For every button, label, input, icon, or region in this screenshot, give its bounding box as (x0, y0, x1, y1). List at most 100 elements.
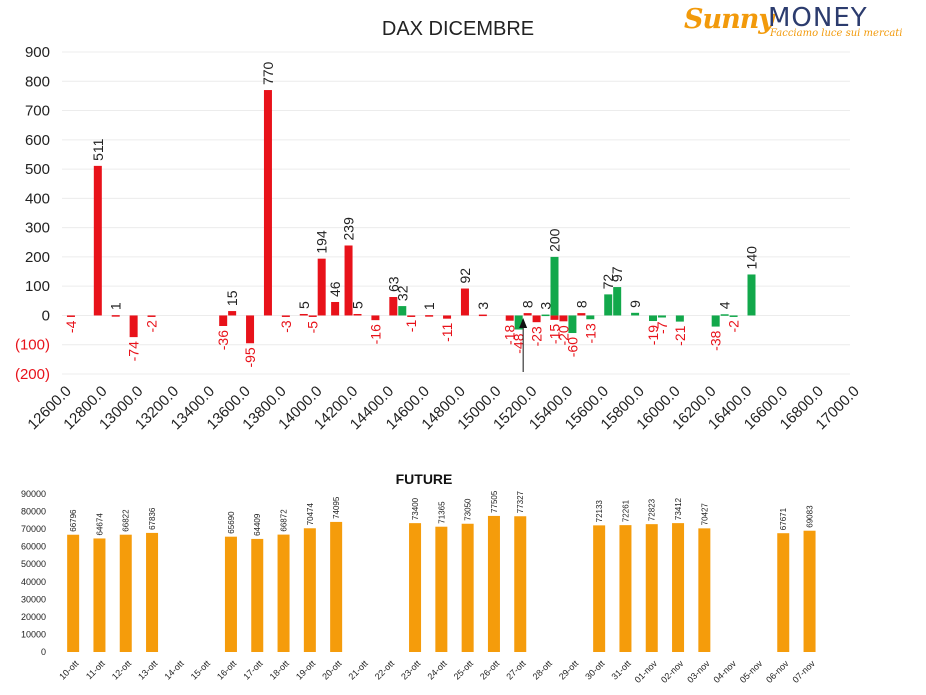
data-label: 770 (260, 61, 276, 85)
y-gridlines (62, 51, 850, 375)
bar (698, 528, 711, 652)
bar (803, 530, 816, 652)
x-tick-label: 29-ott (557, 658, 581, 682)
data-label: 4 (717, 301, 733, 309)
bar (330, 521, 343, 652)
bar (559, 315, 568, 322)
y-tick-label: 400 (25, 190, 50, 207)
bar (478, 314, 487, 317)
x-tick-label: 11-ott (84, 658, 107, 681)
x-tick-label: 26-ott (478, 658, 502, 682)
data-label: 72261 (621, 499, 630, 522)
y-tick-label: 70000 (21, 524, 46, 534)
data-label: -20 (555, 325, 571, 345)
y-tick-label: 50000 (21, 559, 46, 569)
data-label: 72133 (595, 500, 604, 523)
x-tick-label: 25-ott (452, 658, 476, 682)
y-tick-label: 10000 (21, 629, 46, 639)
data-label: 32 (394, 285, 410, 301)
y-tick-label: 500 (25, 161, 50, 178)
x-tick-label: 10-ott (57, 658, 81, 682)
chart-title: FUTURE (396, 471, 453, 487)
data-label: 15 (224, 290, 240, 306)
data-label: 8 (573, 300, 589, 308)
data-label: 77505 (490, 490, 499, 513)
marker-arrowhead (519, 318, 528, 328)
y-axis: 90000 80000 70000 60000 50000 40000 30000 20000… (21, 489, 46, 657)
bar (645, 524, 658, 652)
data-label: 140 (744, 246, 760, 270)
data-label: -74 (126, 341, 142, 361)
data-label: 74095 (332, 496, 341, 519)
data-label: -21 (672, 325, 688, 345)
bar (461, 523, 474, 652)
bar (303, 528, 316, 652)
x-tick-label: 23-ott (399, 658, 423, 682)
data-label: 66872 (280, 509, 289, 532)
bar (711, 315, 720, 327)
x-tick-label: 07-nov (790, 658, 817, 685)
bar (568, 315, 577, 334)
data-label: -18 (502, 325, 518, 345)
bar (129, 315, 138, 338)
bar (729, 315, 738, 317)
bar (514, 315, 523, 330)
data-label: -16 (367, 324, 383, 344)
bar (219, 315, 228, 326)
data-label: 64409 (253, 513, 262, 536)
logo-brand-money: MONEY (768, 3, 868, 33)
logo-brand-sunny: Sunny (684, 4, 774, 35)
bar (631, 312, 640, 316)
data-label: 65690 (227, 511, 236, 534)
y-tick-label: 700 (25, 103, 50, 120)
x-tick-label: 20-ott (320, 658, 344, 682)
bar (657, 315, 666, 318)
x-tick-label: 06-nov (764, 658, 791, 685)
data-label: 70427 (700, 503, 709, 526)
data-label: 239 (341, 217, 357, 241)
data-label: 3 (538, 302, 554, 310)
bar (747, 274, 756, 316)
y-tick-label: 60000 (21, 542, 46, 552)
x-tick-label: 28-ott (531, 658, 555, 682)
data-label: 1 (421, 302, 437, 310)
bar (443, 315, 452, 319)
x-tick-label: 02-nov (659, 658, 686, 685)
bar (308, 315, 317, 317)
bar (425, 315, 434, 317)
chart-title: DAX DICEMBRE (382, 18, 534, 40)
y-tick-label: 0 (42, 307, 50, 324)
x-tick-label: 24-ott (425, 658, 449, 682)
data-label: -19 (645, 325, 661, 345)
bar (613, 287, 622, 316)
data-label: 67836 (148, 507, 157, 530)
data-label: 200 (547, 228, 563, 252)
data-label: 63 (385, 276, 401, 292)
y-tick-label: 300 (25, 220, 50, 237)
y-tick-label: 90000 (21, 489, 46, 499)
data-labels: -45111-74-2-3615-95770-35-5194462395-166… (63, 61, 760, 367)
y-tick-label: 30000 (21, 594, 46, 604)
y-tick-label: 40000 (21, 577, 46, 587)
x-tick-label: 31-ott (610, 658, 634, 682)
x-tick-label: 13-ott (136, 658, 160, 682)
data-label: 73400 (411, 497, 420, 520)
bar (147, 315, 156, 317)
y-tick-label: 600 (25, 132, 50, 149)
y-tick-label: 100 (25, 278, 50, 295)
data-label: -1 (403, 320, 419, 333)
data-label: 92 (457, 268, 473, 284)
bar (251, 538, 264, 652)
bar (224, 536, 237, 652)
logo-tagline: Facciamo luce sui mercati (770, 28, 903, 39)
bar (344, 245, 353, 316)
data-label: -4 (63, 320, 79, 333)
data-label: 3 (475, 302, 491, 310)
y-tick-label: (200) (15, 366, 50, 383)
data-label: 194 (314, 230, 330, 254)
y-axis: 900 800 700 600 500 400 300 200 100 0 (100) (200) (15, 44, 50, 383)
bar (331, 301, 340, 316)
bar (550, 256, 559, 316)
data-label: 69083 (806, 505, 815, 528)
